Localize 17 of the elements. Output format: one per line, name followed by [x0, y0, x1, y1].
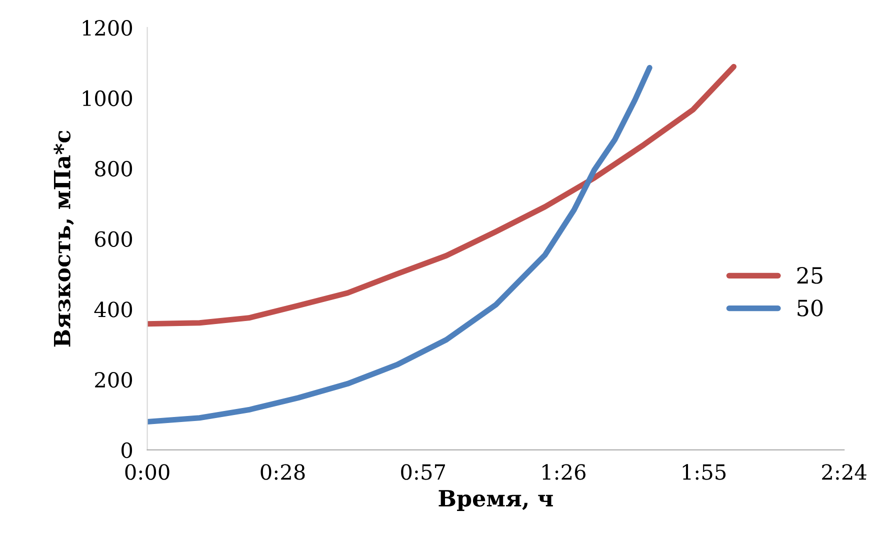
- y-tick-label: 0: [122, 442, 132, 458]
- x-tick-label: 0:00: [125, 464, 170, 480]
- x-tick-label: 2:24: [822, 464, 866, 480]
- y-tick-label: 200: [95, 372, 132, 388]
- y-tick-label: 1200: [82, 20, 132, 36]
- y-tick-label: 400: [94, 302, 132, 318]
- x-tick-label: 1:26: [542, 464, 586, 480]
- x-tick-label: 0:57: [401, 464, 445, 480]
- y-axis-title: Вязкость, мПа*с: [54, 130, 74, 347]
- x-tick-label: 1:55: [682, 464, 726, 480]
- y-tick-label: 600: [95, 231, 132, 247]
- legend-label: 25: [797, 266, 822, 284]
- x-axis-title: Время, ч: [438, 490, 553, 511]
- legend-label: 50: [798, 300, 823, 316]
- x-tick-label: 0:28: [260, 464, 305, 480]
- y-tick-label: 1000: [82, 90, 132, 106]
- y-tick-label: 800: [95, 160, 132, 177]
